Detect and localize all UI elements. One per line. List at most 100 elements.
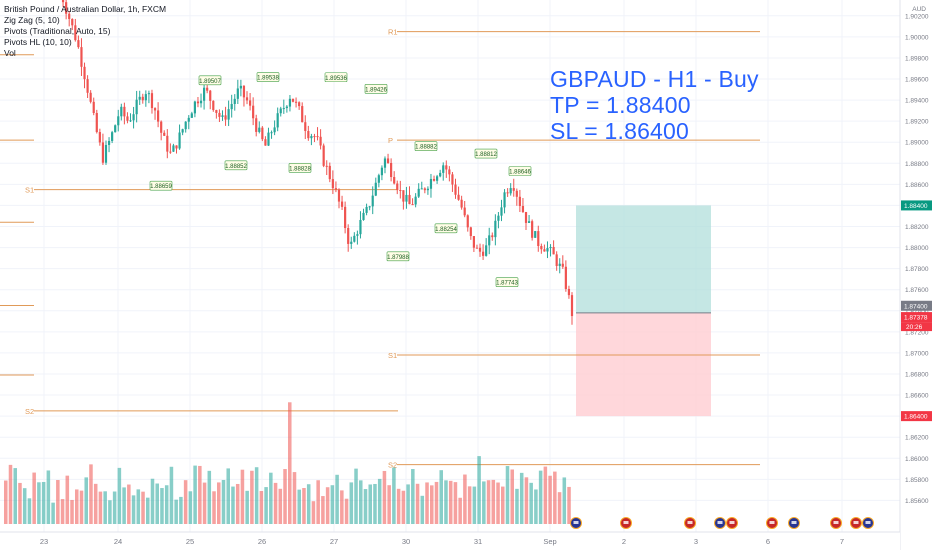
swing-label: 1.88646 bbox=[508, 166, 532, 176]
candle-body bbox=[196, 101, 200, 104]
candle bbox=[322, 143, 325, 168]
candle-body bbox=[420, 188, 423, 190]
volume-bar bbox=[155, 483, 159, 524]
swing-label: 1.88254 bbox=[434, 223, 458, 234]
volume-bar bbox=[458, 497, 462, 524]
candle-body bbox=[365, 206, 368, 213]
candle-body bbox=[337, 189, 341, 202]
event-flag-stripe bbox=[769, 521, 775, 524]
candle bbox=[236, 79, 239, 105]
candle-body bbox=[307, 130, 310, 139]
swing-label: 1.88882 bbox=[414, 141, 438, 151]
event-flag-icon bbox=[714, 517, 726, 529]
candle bbox=[417, 183, 420, 199]
candle bbox=[310, 133, 313, 146]
candle bbox=[527, 214, 531, 223]
candle-body bbox=[224, 115, 227, 120]
candle bbox=[362, 208, 365, 221]
volume-bar bbox=[89, 464, 93, 524]
volume-bars bbox=[4, 402, 571, 524]
candle bbox=[386, 153, 390, 164]
price-tick-label: 1.87000 bbox=[905, 350, 929, 357]
price-badge-tp: 1.88400 bbox=[901, 200, 932, 211]
volume-bar bbox=[538, 470, 543, 524]
candle-body bbox=[89, 92, 92, 102]
indicator-volume[interactable]: Vol bbox=[4, 48, 16, 58]
candle bbox=[304, 115, 307, 140]
volume-bar bbox=[534, 489, 538, 524]
price-axis: AUD 1.85600 1.85800 1.86000 1.86200 1.86400 1.… bbox=[899, 0, 932, 550]
indicator-pivots-traditional[interactable]: Pivots (Traditional, Auto, 15) bbox=[4, 26, 111, 36]
candle-body bbox=[212, 100, 215, 111]
volume-bar bbox=[108, 500, 112, 524]
candle-body bbox=[123, 106, 126, 117]
candle-body bbox=[353, 235, 356, 242]
candle bbox=[230, 94, 233, 118]
volume-bar bbox=[401, 490, 406, 524]
volume-bar bbox=[75, 489, 79, 524]
event-flag-icon bbox=[684, 517, 696, 529]
event-flag-stripe bbox=[687, 521, 693, 524]
volume-bar bbox=[529, 482, 533, 524]
indicator-pivots-hl[interactable]: Pivots HL (10, 10) bbox=[4, 37, 72, 47]
candle-body bbox=[313, 136, 316, 138]
candle bbox=[356, 230, 359, 245]
time-tick-label: 26 bbox=[258, 537, 266, 546]
candle bbox=[396, 180, 399, 195]
volume-bar bbox=[411, 469, 415, 524]
candle-body bbox=[138, 96, 141, 100]
candle bbox=[190, 111, 193, 118]
candle bbox=[390, 158, 393, 182]
volume-bar bbox=[477, 456, 481, 524]
candle-body bbox=[386, 158, 390, 163]
candle bbox=[98, 128, 101, 146]
candle-body bbox=[396, 183, 399, 191]
candle bbox=[273, 120, 276, 136]
candle-body bbox=[86, 79, 89, 93]
indicator-zigzag[interactable]: Zig Zag (5, 10) bbox=[4, 15, 60, 25]
candle-body bbox=[540, 246, 543, 250]
candle bbox=[491, 232, 494, 241]
candle-body bbox=[426, 188, 430, 191]
symbol-title[interactable]: British Pound / Australian Dollar, 1h, F… bbox=[4, 4, 167, 14]
volume-bar bbox=[486, 480, 491, 524]
swing-label-box bbox=[508, 166, 532, 176]
candle-body bbox=[239, 85, 242, 89]
swing-label-text: 1.88852 bbox=[225, 164, 247, 170]
volume-bar bbox=[321, 496, 325, 524]
candle bbox=[436, 174, 439, 184]
volume-bar bbox=[425, 482, 429, 524]
candle-body bbox=[451, 174, 454, 185]
volume-bar bbox=[392, 467, 396, 524]
swing-label: 1.88659 bbox=[149, 180, 173, 191]
candle-body bbox=[101, 142, 105, 163]
volume-bar bbox=[439, 470, 443, 524]
candle-body bbox=[157, 110, 160, 122]
candle bbox=[466, 214, 469, 232]
volume-bar bbox=[472, 486, 477, 524]
swing-label-text: 1.88882 bbox=[415, 145, 437, 151]
volume-bar bbox=[13, 468, 17, 524]
candle bbox=[144, 90, 147, 107]
candle bbox=[478, 243, 482, 257]
volume-bar bbox=[524, 477, 529, 524]
volume-bar bbox=[302, 488, 306, 524]
volume-bar bbox=[415, 483, 420, 524]
candle-body bbox=[350, 241, 353, 244]
price-tick-label: 1.88600 bbox=[905, 182, 929, 189]
candle bbox=[255, 114, 258, 137]
candle-body bbox=[279, 108, 282, 114]
candle bbox=[340, 195, 344, 211]
volume-bar bbox=[103, 491, 107, 524]
volume-bar bbox=[84, 477, 88, 524]
time-tick-label: 31 bbox=[474, 537, 482, 546]
candle-body bbox=[393, 177, 396, 184]
volume-bar bbox=[368, 484, 372, 524]
candle bbox=[420, 181, 423, 190]
candle bbox=[325, 160, 328, 176]
candle-body bbox=[546, 248, 549, 252]
candle bbox=[239, 79, 242, 97]
candle bbox=[316, 127, 319, 141]
